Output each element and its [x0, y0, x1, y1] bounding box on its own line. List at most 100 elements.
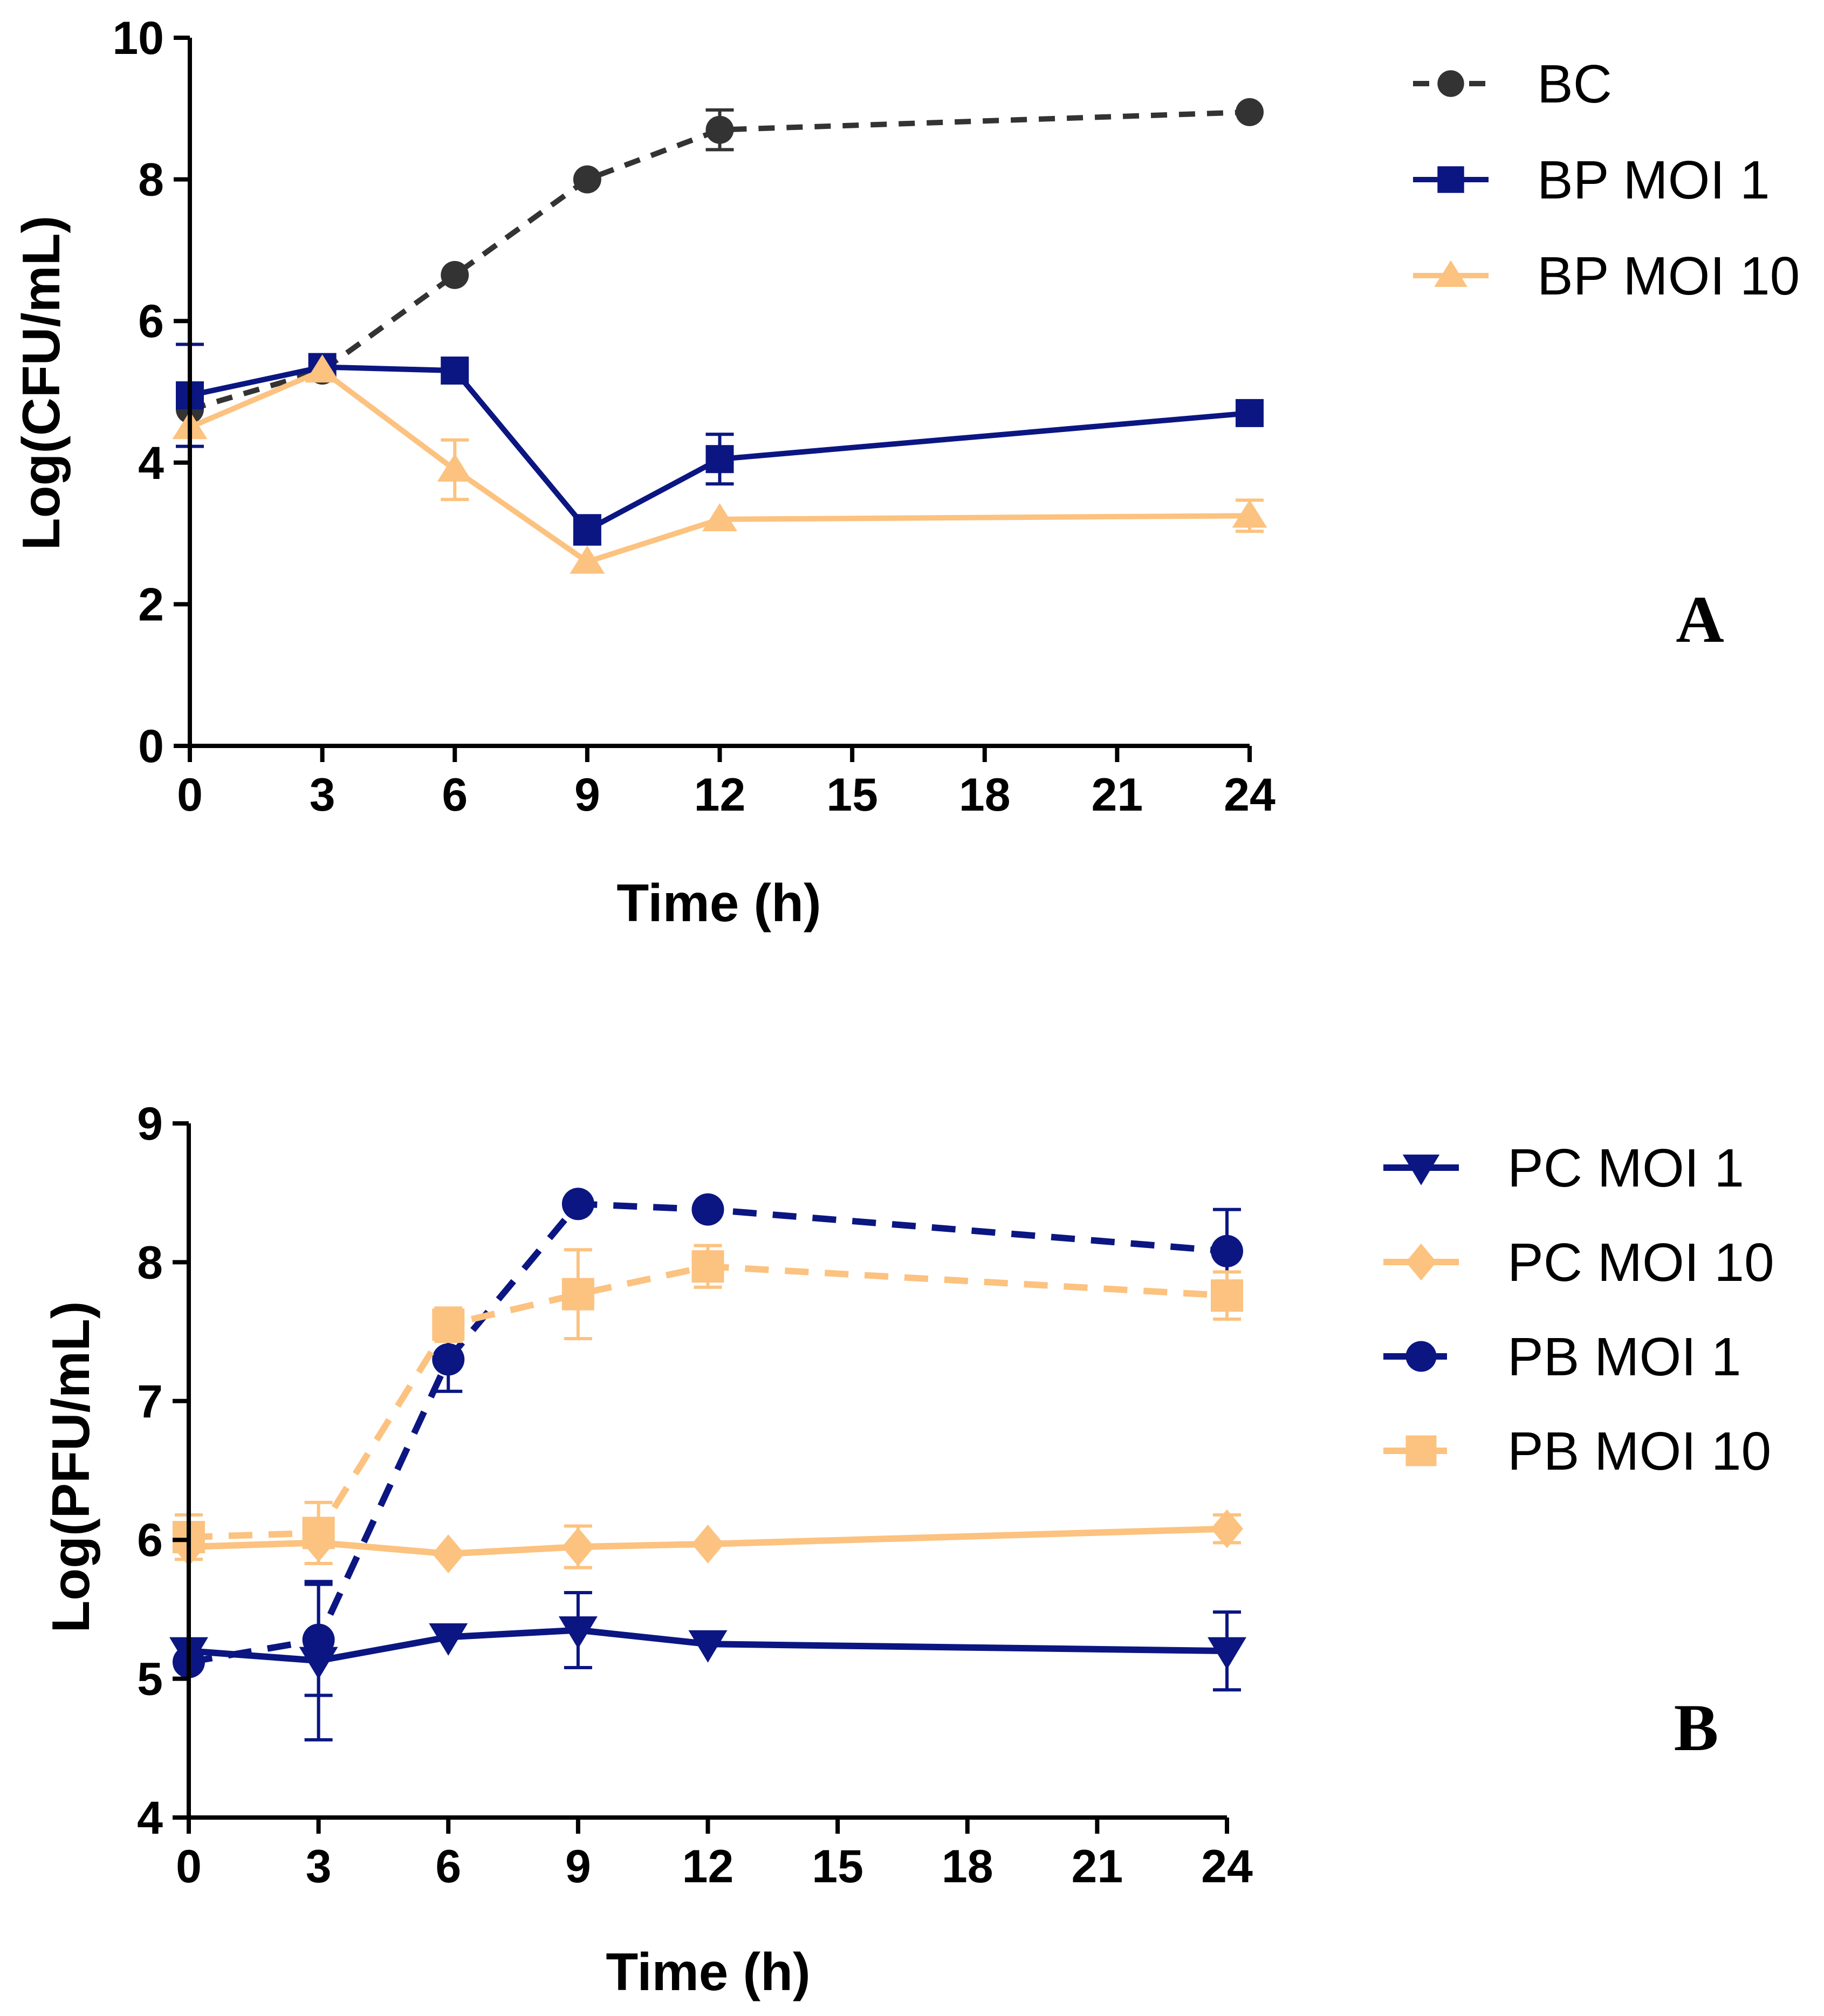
panel-b-series-pc-moi-10-point: [1211, 1509, 1243, 1548]
panel-b-x-tick-label: 9: [565, 1841, 591, 1892]
panel-b-legend-marker: [1405, 1435, 1437, 1466]
panel-b-series-pb-moi-1-point: [1211, 1235, 1243, 1267]
panel-a-legend-marker: [1437, 70, 1464, 97]
panel-b-x-tick-label: 21: [1072, 1841, 1123, 1892]
panel-a-series-bp-moi-10: [172, 354, 1267, 574]
panel-b-y-tick-label: 5: [137, 1654, 163, 1705]
panel-b-series-pb-moi-10-point: [1211, 1279, 1243, 1312]
panel-b-legend-item-pc-moi-10: PC MOI 10: [1383, 1232, 1774, 1293]
panel-b-y-tick-label: 6: [137, 1514, 163, 1566]
panel-a-y-axis-title: Log(CFU/mL): [11, 216, 71, 551]
panel-a-x-tick-label: 18: [959, 769, 1011, 821]
panel-b-y-tick-label: 7: [137, 1376, 163, 1428]
panel-b-legend-marker: [1405, 1341, 1437, 1372]
panel-a-legend-label: BP MOI 1: [1537, 150, 1770, 210]
panel-a-x-tick-label: 0: [177, 769, 203, 821]
panel-b-plot-area: [169, 1188, 1246, 1741]
panel-b-series-pc-moi-10-line: [188, 1525, 1228, 1557]
panel-a-series-bp-moi-10-point: [702, 503, 737, 531]
panel-a-legend: BC BP MOI 1 BP MOI 10: [1413, 54, 1800, 306]
panel-b-legend-marker: [1402, 1154, 1440, 1185]
panel-b-label: B: [1674, 1691, 1719, 1765]
panel-a-y-tick-label: 6: [138, 296, 164, 347]
panel-b-x-tick-label: 3: [306, 1841, 332, 1892]
panel-b-legend-marker: [1405, 1243, 1437, 1281]
panel-b-chart: 4 5 6 7 8 9 0 3 6 9 12 15 18 21 24 Time (h) Log(PFU/mL…: [41, 1098, 1774, 2001]
panel-b-series-pc-moi-10-point: [432, 1534, 465, 1573]
panel-b-x-tick-label: 0: [176, 1841, 202, 1892]
panel-a-series-bp-moi-1-point: [705, 445, 734, 474]
panel-a-y-tick-label: 4: [138, 437, 164, 489]
panel-b-series-pc-moi-1-point: [429, 1623, 468, 1656]
panel-a-x-axis-title: Time (h): [616, 873, 821, 932]
panel-a-series-bc-point: [441, 260, 469, 289]
panel-a-series-bp-moi-10-point: [305, 354, 340, 383]
panel-b-series-pb-moi-10-point: [561, 1278, 594, 1311]
panel-b-x-tick-label: 12: [682, 1841, 734, 1892]
panel-a-x-tick-label: 24: [1224, 769, 1276, 821]
panel-a-series-bc-point: [573, 165, 601, 194]
panel-b-series-pb-moi-10: [173, 1244, 1243, 1565]
panel-a-legend-marker: [1434, 260, 1468, 287]
panel-b-series-pc-moi-10-point: [691, 1524, 724, 1564]
panel-b-series-pc-moi-1-point: [558, 1616, 598, 1649]
panel-a-series-bp-moi-10-point: [437, 454, 472, 482]
panel-a-label: A: [1676, 582, 1724, 656]
panel-a-series-bp-moi-10-line: [189, 368, 1250, 565]
panel-a-series-bc: [176, 98, 1264, 424]
panel-a-y-tick-label: 2: [138, 579, 164, 630]
panel-a-series-bp-moi-1-line: [189, 364, 1250, 533]
panel-b-series-pb-moi-1-point: [302, 1623, 335, 1656]
panel-b-y-tick-label: 8: [137, 1237, 163, 1288]
panel-b-series-pb-moi-10-line: [188, 1263, 1228, 1541]
panel-b-series-pb-moi-1-line: [188, 1201, 1228, 1665]
panel-b-legend-item-pb-moi-10: PB MOI 10: [1383, 1421, 1771, 1482]
panel-b-legend-item-pb-moi-1: PB MOI 1: [1383, 1327, 1741, 1387]
panel-b-x-tick-label: 6: [435, 1841, 461, 1892]
panel-b-y-tick-label: 4: [137, 1792, 163, 1844]
panel-a-legend-marker: [1437, 166, 1464, 193]
panel-b-series-pc-moi-1-line: [188, 1627, 1228, 1664]
panel-b-legend-label: PC MOI 10: [1507, 1232, 1774, 1293]
panel-b-axes: 4 5 6 7 8 9 0 3 6 9 12 15 18 21 24: [137, 1098, 1253, 1892]
panel-a-series-bc-line: [189, 109, 1250, 413]
panel-b-series-pb-moi-1-point: [432, 1343, 465, 1376]
panel-a-plot-area: [172, 98, 1267, 574]
panel-b-series-pc-moi-1: [169, 1580, 1246, 1741]
panel-a-legend-item-bp-moi-1: BP MOI 1: [1413, 150, 1770, 210]
panel-a-series-bc-point: [705, 115, 734, 144]
panel-a-x-tick-label: 3: [310, 769, 335, 821]
panel-b-legend-label: PC MOI 1: [1507, 1138, 1744, 1198]
panel-a-x-tick-label: 9: [574, 769, 600, 821]
panel-b-series-pb-moi-1-point: [691, 1193, 724, 1226]
panel-a-series-bc-point: [1236, 98, 1264, 126]
panel-a-series-bp-moi-10-point: [570, 545, 605, 574]
panel-a-legend-item-bp-moi-10: BP MOI 10: [1413, 246, 1800, 306]
panel-b-series-pb-moi-10-point: [691, 1250, 724, 1283]
panel-a-y-tick-label: 8: [138, 154, 164, 206]
panel-b-legend-label: PB MOI 1: [1507, 1327, 1741, 1387]
panel-a-series-bp-moi-1-point: [441, 356, 469, 385]
panel-b-series-pb-moi-1-point: [561, 1188, 594, 1220]
panel-b-series-pc-moi-10-point: [561, 1527, 594, 1567]
panel-a-x-tick-label: 15: [826, 769, 878, 821]
panel-a-y-tick-label: 0: [138, 721, 164, 772]
panel-a-x-tick-label: 12: [694, 769, 746, 821]
panel-b-x-axis-title: Time (h): [606, 1942, 810, 2001]
panel-a-legend-label: BC: [1537, 54, 1612, 114]
panel-a-y-tick-label: 10: [112, 12, 164, 64]
panel-a-legend-label: BP MOI 10: [1537, 246, 1800, 306]
panel-a-series-bp-moi-10-point: [1232, 499, 1267, 528]
panel-a-series-bp-moi-1-point: [573, 516, 601, 544]
panel-b-x-tick-label: 24: [1201, 1841, 1253, 1892]
panel-b-legend-item-pc-moi-1: PC MOI 1: [1383, 1138, 1744, 1198]
panel-b-y-tick-label: 9: [137, 1098, 163, 1150]
panel-a-x-tick-label: 21: [1092, 769, 1143, 821]
panel-b-series-pb-moi-10-point: [432, 1308, 465, 1341]
panel-b-y-axis-title: Log(PFU/mL): [41, 1301, 100, 1633]
panel-a-series-bp-moi-1-point: [1236, 399, 1264, 427]
panel-a-x-tick-label: 6: [442, 769, 468, 821]
